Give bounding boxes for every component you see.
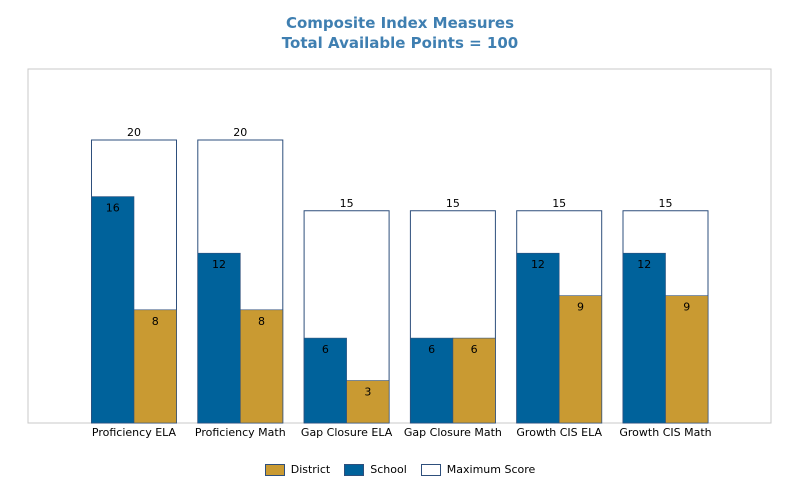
legend-label: Maximum Score (446, 463, 536, 476)
x-tick-label: Proficiency Math (195, 426, 286, 439)
district-bar (665, 295, 709, 424)
district-value-label: 9 (683, 301, 690, 314)
x-tick-label: Growth CIS Math (619, 426, 711, 439)
school-value-label: 12 (531, 258, 545, 271)
legend-item: Maximum Score (420, 463, 536, 476)
chart-subtitle: Total Available Points = 100 (281, 34, 519, 52)
school-bar (303, 337, 347, 424)
legend-label: School (370, 463, 407, 476)
max-score-label: 15 (552, 197, 566, 210)
district-bar (133, 309, 177, 424)
district-bar (452, 337, 496, 424)
district-value-label: 3 (364, 386, 371, 399)
school-value-label: 12 (212, 258, 226, 271)
district-bar (240, 309, 284, 424)
district-bar (558, 295, 603, 424)
x-tick-label: Gap Closure ELA (301, 426, 393, 439)
legend-item: District (264, 463, 331, 476)
school-bar (622, 252, 666, 424)
district-bar (346, 380, 390, 424)
school-bar (91, 196, 135, 424)
legend-item: School (344, 463, 407, 476)
legend-swatch (264, 463, 285, 476)
max-score-label: 15 (659, 197, 673, 210)
x-tick-label: Growth CIS ELA (516, 426, 602, 439)
school-value-label: 6 (428, 343, 435, 356)
max-score-label: 20 (233, 126, 247, 139)
chart-title: Composite Index Measures (285, 14, 515, 32)
school-value-label: 12 (637, 258, 651, 271)
max-score-label: 15 (446, 197, 460, 210)
school-bar (516, 252, 560, 424)
district-value-label: 6 (471, 343, 478, 356)
x-tick-label: Proficiency ELA (92, 426, 177, 439)
legend-label: District (290, 463, 331, 476)
x-tick-label: Gap Closure Math (404, 426, 502, 439)
chart-legend: District School Maximum Score (0, 463, 800, 476)
district-value-label: 8 (258, 315, 265, 328)
legend-swatch (420, 463, 441, 476)
max-score-label: 20 (127, 126, 141, 139)
district-value-label: 8 (152, 315, 159, 328)
school-value-label: 16 (106, 202, 120, 215)
legend-swatch (344, 463, 365, 476)
school-bar (410, 337, 454, 424)
district-value-label: 9 (577, 301, 584, 314)
max-score-label: 15 (340, 197, 354, 210)
school-value-label: 6 (322, 343, 329, 356)
school-bar (197, 252, 241, 424)
